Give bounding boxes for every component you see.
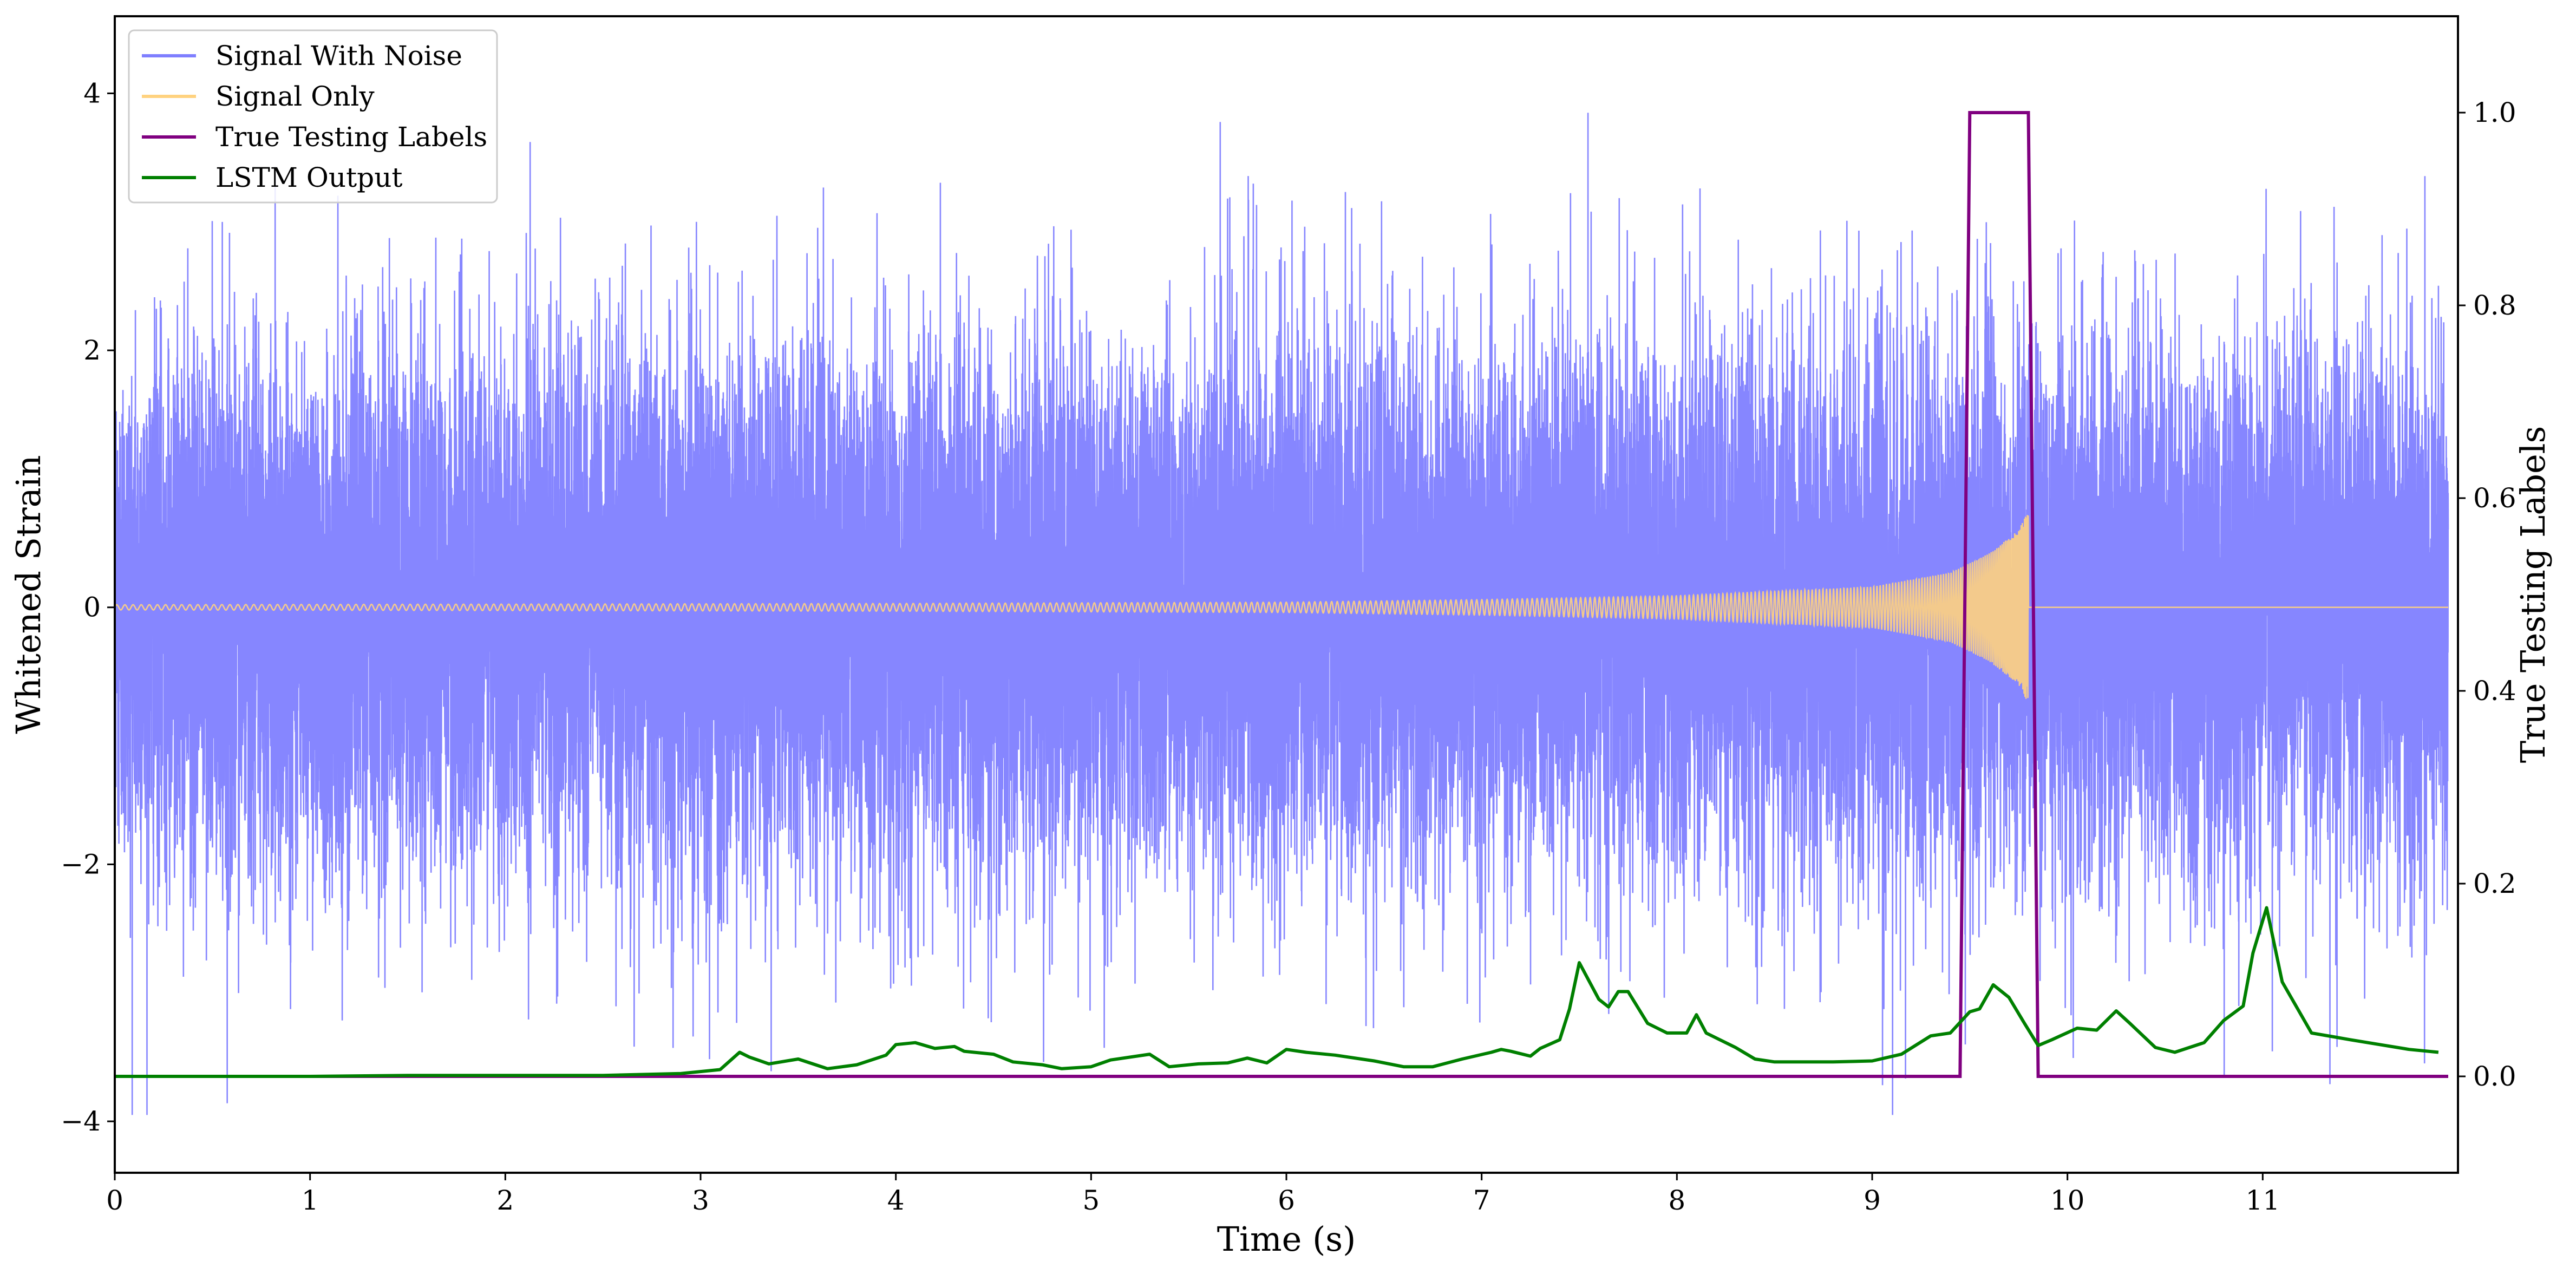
y2-axis-title: True Testing Labels <box>2513 426 2553 763</box>
y-tick-label: 0 <box>83 592 101 623</box>
y2-tick-label: 0.6 <box>2473 482 2516 514</box>
y2-tick-label: 0.0 <box>2473 1061 2516 1092</box>
y2-tick-label: 0.2 <box>2473 868 2516 899</box>
legend-label: LSTM Output <box>215 162 402 193</box>
legend-box <box>128 29 498 204</box>
legend-label: Signal Only <box>215 81 375 112</box>
x-tick-label: 6 <box>1278 1185 1295 1216</box>
x-axis-title: Time (s) <box>1217 1219 1356 1259</box>
y-tick-label: 2 <box>83 335 101 366</box>
signal-with-noise-line <box>115 113 2449 1115</box>
x-tick-label: 9 <box>1864 1185 1881 1216</box>
y-tick-label: −2 <box>61 848 101 880</box>
true-testing-labels-line <box>115 111 2448 1078</box>
signal-only-layer <box>115 515 2448 699</box>
x-tick-label: 1 <box>302 1185 319 1216</box>
legend: Signal With Noise Signal Only True Testing… <box>128 29 498 204</box>
y-tick-label: −4 <box>61 1106 101 1137</box>
x-tick-label: 2 <box>496 1185 514 1216</box>
x-tick-label: 0 <box>106 1185 123 1216</box>
true-labels-layer <box>115 111 2448 1078</box>
noise-series-layer <box>115 113 2449 1115</box>
y2-axis-ticks: 0.0 0.2 0.4 0.6 0.8 1.0 <box>2458 97 2516 1092</box>
y-axis-title: Whitened Strain <box>9 455 48 734</box>
x-axis-ticks: 0 1 2 3 4 5 6 7 8 9 10 11 <box>106 1173 2280 1216</box>
x-tick-label: 4 <box>887 1185 905 1216</box>
x-tick-label: 5 <box>1082 1185 1100 1216</box>
y2-tick-label: 0.4 <box>2473 675 2516 707</box>
x-tick-label: 7 <box>1473 1185 1490 1216</box>
y2-tick-label: 0.8 <box>2473 290 2516 321</box>
legend-label: True Testing Labels <box>215 121 487 153</box>
y2-tick-label: 1.0 <box>2473 97 2516 128</box>
signal-only-line <box>115 515 2448 699</box>
x-tick-label: 10 <box>2050 1185 2085 1216</box>
y-axis-ticks: −4 −2 0 2 4 <box>61 77 115 1137</box>
x-tick-label: 3 <box>692 1185 709 1216</box>
lstm-output-line <box>115 906 2439 1078</box>
x-tick-label: 11 <box>2246 1185 2280 1216</box>
legend-label: Signal With Noise <box>215 40 462 71</box>
y-tick-label: 4 <box>83 77 101 109</box>
lstm-output-layer <box>115 906 2439 1078</box>
x-tick-label: 8 <box>1668 1185 1685 1216</box>
